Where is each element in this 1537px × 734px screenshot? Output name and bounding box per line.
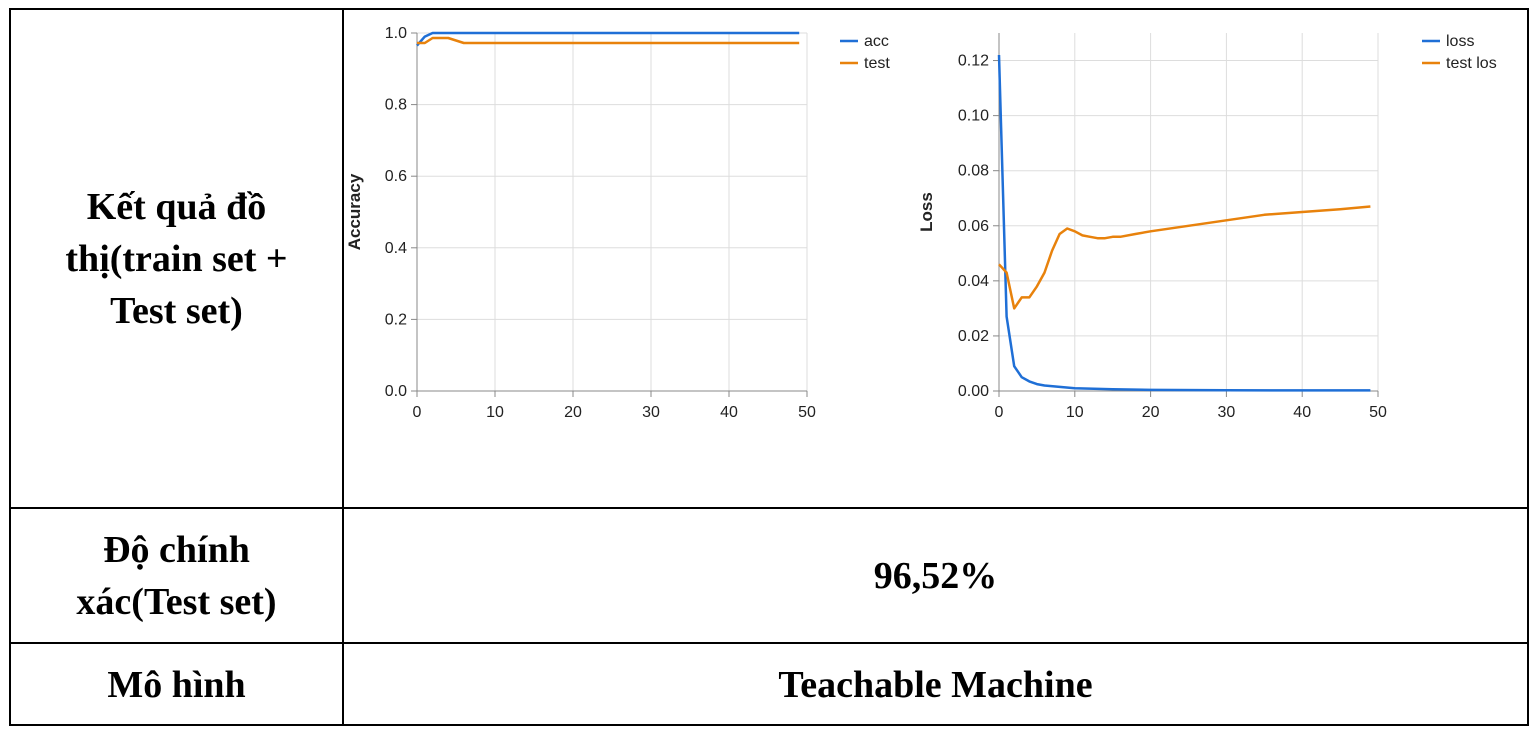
y-tick-label: 0.0 (385, 383, 407, 400)
x-tick-label: 10 (1066, 404, 1084, 421)
y-tick-label: 0.00 (958, 383, 989, 400)
results-table: Kết quả đồ thị(train set + Test set) Độ … (9, 8, 1529, 726)
series-line-loss (997, 54, 1371, 392)
x-tick-label: 30 (642, 404, 660, 421)
x-tick-label: 0 (995, 404, 1004, 421)
column-divider (342, 10, 344, 724)
accuracy-chart: 0 10 20 30 40 50 0.0 0.2 0.4 0.6 0.8 1.0 Accuracy acc… (345, 25, 890, 421)
series-line-acc (416, 31, 800, 47)
series-line-test-los (998, 205, 1371, 310)
series-line-test (417, 36, 800, 45)
y-tick-label: 0.10 (958, 108, 989, 125)
y-tick-label: 0.02 (958, 328, 989, 345)
row-label-model: Mô hình (11, 644, 342, 726)
row-label-chart-text: Kết quả đồ thị(train set + Test set) (65, 185, 288, 332)
y-tick-label: 0.12 (958, 53, 989, 70)
x-tick-label: 20 (1142, 404, 1160, 421)
x-tick-label: 50 (798, 404, 816, 421)
x-tick-label: 30 (1218, 404, 1236, 421)
model-value: Teachable Machine (778, 664, 1093, 706)
y-tick-label: 0.8 (385, 97, 407, 114)
y-tick-label: 0.2 (385, 311, 407, 328)
y-tick-label: 0.04 (958, 273, 989, 290)
row-divider (11, 507, 1527, 509)
y-axis-label: Accuracy (345, 173, 364, 250)
legend-label: test los (1446, 55, 1497, 72)
legend-label: loss (1446, 33, 1474, 50)
x-tick-label: 10 (486, 404, 504, 421)
y-tick-label: 0.06 (958, 218, 989, 235)
x-tick-label: 40 (1293, 404, 1311, 421)
legend-label: acc (864, 33, 889, 50)
y-axis-label: Loss (917, 192, 936, 232)
y-tick-label: 0.6 (385, 168, 407, 185)
x-tick-label: 50 (1369, 404, 1387, 421)
row-label-accuracy-text: Độ chính xác(Test set) (76, 528, 277, 623)
row-label-model-text: Mô hình (107, 664, 246, 706)
y-tick-label: 0.08 (958, 163, 989, 180)
loss-chart: 0 10 20 30 40 50 0.00 0.02 0.04 0.06 0.08 0.10 0.12 L… (917, 33, 1497, 421)
row-divider (11, 642, 1527, 644)
legend-label: test (864, 55, 890, 72)
row-label-chart: Kết quả đồ thị(train set + Test set) (11, 10, 342, 507)
x-tick-label: 0 (413, 404, 422, 421)
accuracy-value: 96,52% (873, 554, 998, 597)
y-tick-label: 0.4 (385, 240, 407, 257)
x-tick-label: 40 (720, 404, 738, 421)
row-label-accuracy: Độ chính xác(Test set) (11, 509, 342, 642)
x-tick-label: 20 (564, 404, 582, 421)
y-tick-label: 1.0 (385, 25, 407, 42)
